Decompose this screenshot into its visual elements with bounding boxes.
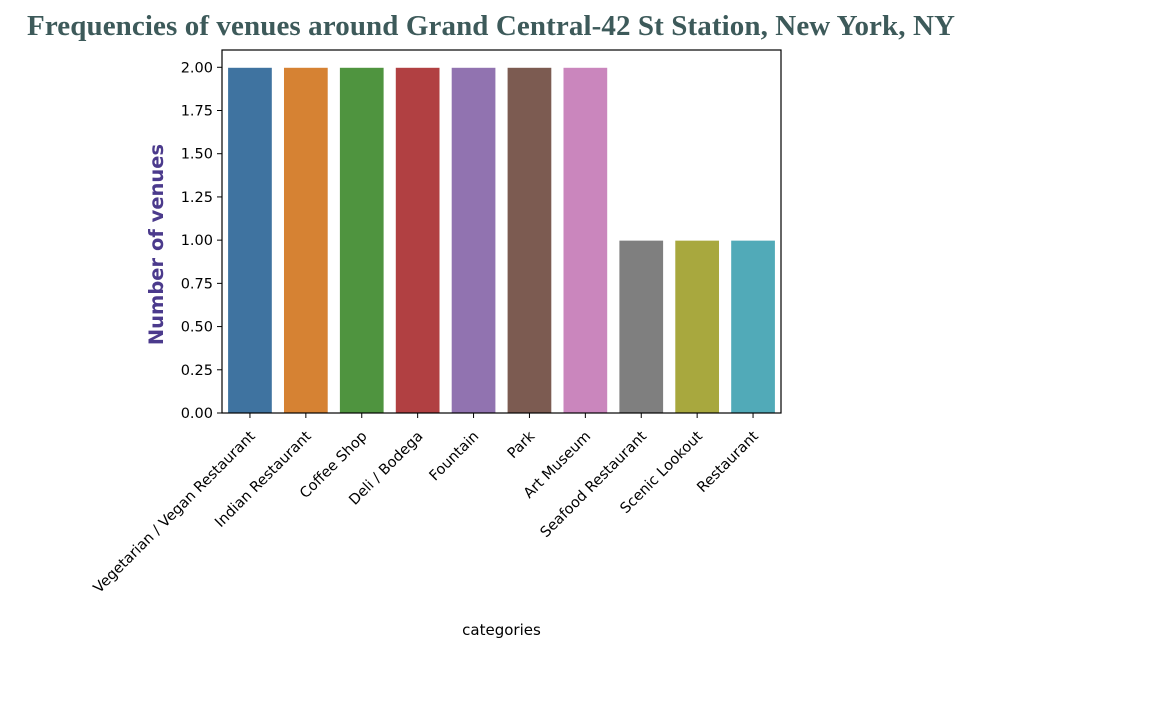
bar-1 xyxy=(282,66,329,414)
x-tick-label-1: Indian Restaurant xyxy=(212,428,315,531)
bar-8 xyxy=(674,239,721,414)
x-tick-label-4: Fountain xyxy=(427,429,483,485)
y-tick-label-4: 1.00 xyxy=(181,233,213,249)
bar-5 xyxy=(506,66,553,414)
bar-4 xyxy=(450,66,497,414)
y-tick-label-5: 1.25 xyxy=(181,190,213,206)
bar-6 xyxy=(562,66,609,414)
bar-7 xyxy=(618,239,665,414)
plot-frame xyxy=(221,49,782,414)
bar-9 xyxy=(730,239,776,414)
y-axis-label: Number of venues xyxy=(145,144,168,345)
x-axis-label: categories xyxy=(462,621,541,639)
y-tick-label-1: 0.25 xyxy=(181,363,213,379)
bar-3 xyxy=(394,66,441,414)
y-tick-label-7: 1.75 xyxy=(181,104,213,120)
bar-0 xyxy=(227,66,273,414)
bar-2 xyxy=(338,66,385,414)
y-tick-label-6: 1.50 xyxy=(181,147,213,163)
chart-title: Frequencies of venues around Grand Centr… xyxy=(27,10,956,42)
y-tick-label-8: 2.00 xyxy=(181,60,213,76)
x-tick-label-7: Seafood Restaurant xyxy=(538,428,651,541)
y-tick-label-2: 0.50 xyxy=(181,320,213,336)
x-tick-label-5: Park xyxy=(505,428,539,462)
y-axis: 0.00 0.25 0.50 0.75 1.00 1.25 1.50 1.75 2.00 xyxy=(181,60,222,422)
y-tick-label-0: 0.00 xyxy=(181,406,213,422)
bars-group xyxy=(227,66,776,414)
y-tick-label-3: 0.75 xyxy=(181,276,213,292)
